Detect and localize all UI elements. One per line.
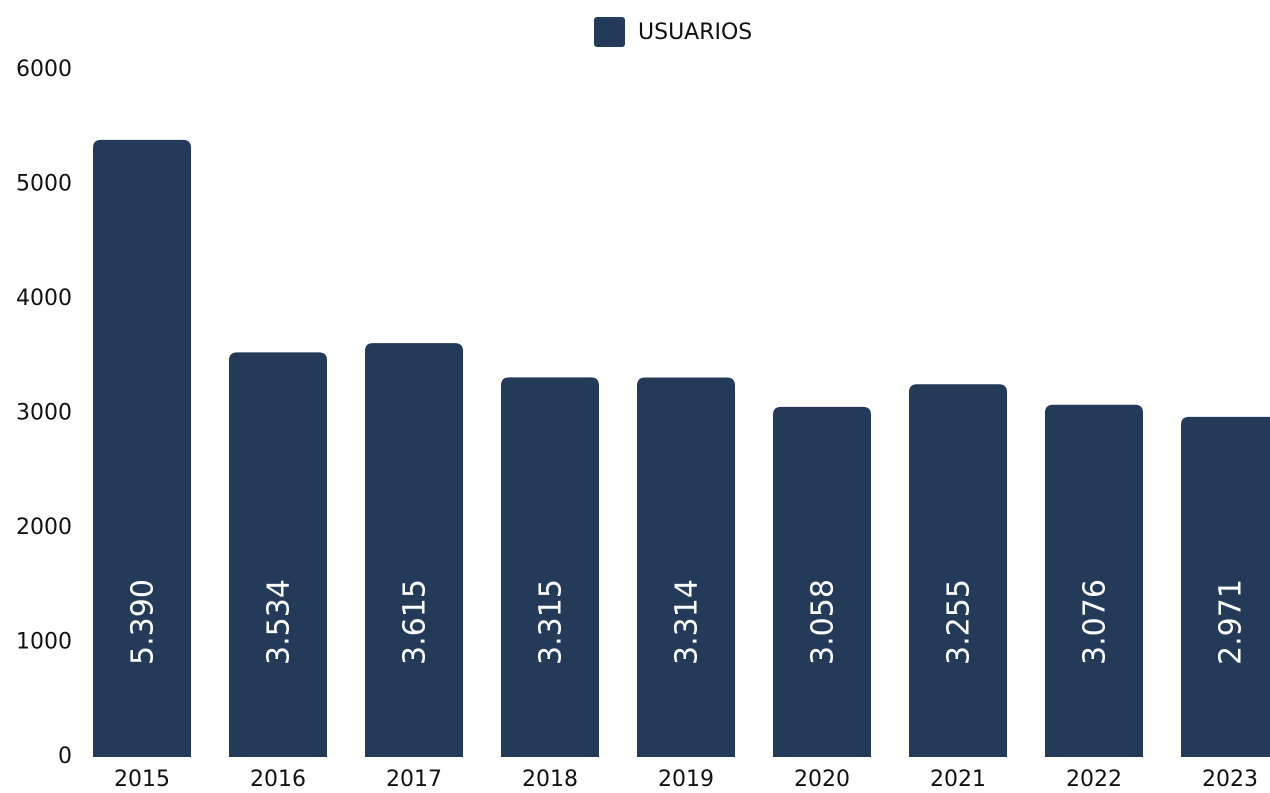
x-tick-label: 2020 bbox=[794, 767, 850, 792]
bar bbox=[93, 139, 191, 758]
value-label: 5.390 bbox=[126, 579, 161, 665]
legend-swatch bbox=[594, 17, 625, 47]
value-label: 2.971 bbox=[1214, 579, 1249, 665]
x-tick-label: 2023 bbox=[1202, 767, 1258, 792]
value-label: 3.076 bbox=[1078, 579, 1113, 665]
bar bbox=[365, 343, 463, 757]
x-tick-label: 2015 bbox=[114, 767, 170, 792]
x-tick-label: 2021 bbox=[930, 767, 986, 792]
x-tick-label: 2019 bbox=[658, 767, 714, 792]
y-tick-label: 1000 bbox=[16, 630, 72, 655]
bar bbox=[501, 377, 599, 757]
y-tick-label: 5000 bbox=[16, 172, 72, 197]
value-label: 3.058 bbox=[806, 579, 841, 665]
value-label: 3.534 bbox=[262, 579, 297, 665]
y-tick-label: 6000 bbox=[16, 57, 72, 82]
x-tick-label: 2022 bbox=[1066, 767, 1122, 792]
y-tick-label: 0 bbox=[58, 744, 72, 769]
value-label: 3.315 bbox=[534, 579, 569, 665]
bar bbox=[637, 377, 735, 757]
bar bbox=[229, 352, 327, 757]
legend-label: USUARIOS bbox=[638, 20, 752, 45]
bar bbox=[1181, 416, 1270, 757]
bar bbox=[773, 406, 871, 757]
value-label: 3.615 bbox=[398, 579, 433, 665]
y-tick-label: 3000 bbox=[16, 401, 72, 426]
value-label: 3.314 bbox=[670, 579, 705, 665]
x-tick-label: 2018 bbox=[522, 767, 578, 792]
y-tick-label: 2000 bbox=[16, 515, 72, 540]
bar bbox=[909, 384, 1007, 757]
bar bbox=[1045, 404, 1143, 757]
value-label: 3.255 bbox=[942, 579, 977, 665]
x-tick-label: 2016 bbox=[250, 767, 306, 792]
y-tick-label: 4000 bbox=[16, 286, 72, 311]
x-tick-label: 2017 bbox=[386, 767, 442, 792]
